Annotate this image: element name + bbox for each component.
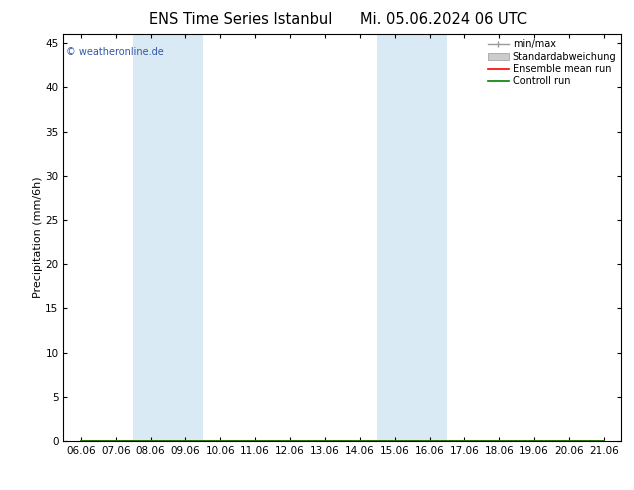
Bar	[377, 34, 447, 441]
Legend: min/max, Standardabweichung, Ensemble mean run, Controll run: min/max, Standardabweichung, Ensemble me…	[486, 37, 618, 88]
Text: Mi. 05.06.2024 06 UTC: Mi. 05.06.2024 06 UTC	[360, 12, 527, 27]
Y-axis label: Precipitation (mm/6h): Precipitation (mm/6h)	[32, 177, 42, 298]
Bar	[133, 34, 203, 441]
Text: ENS Time Series Istanbul: ENS Time Series Istanbul	[149, 12, 333, 27]
Text: © weatheronline.de: © weatheronline.de	[66, 47, 164, 56]
